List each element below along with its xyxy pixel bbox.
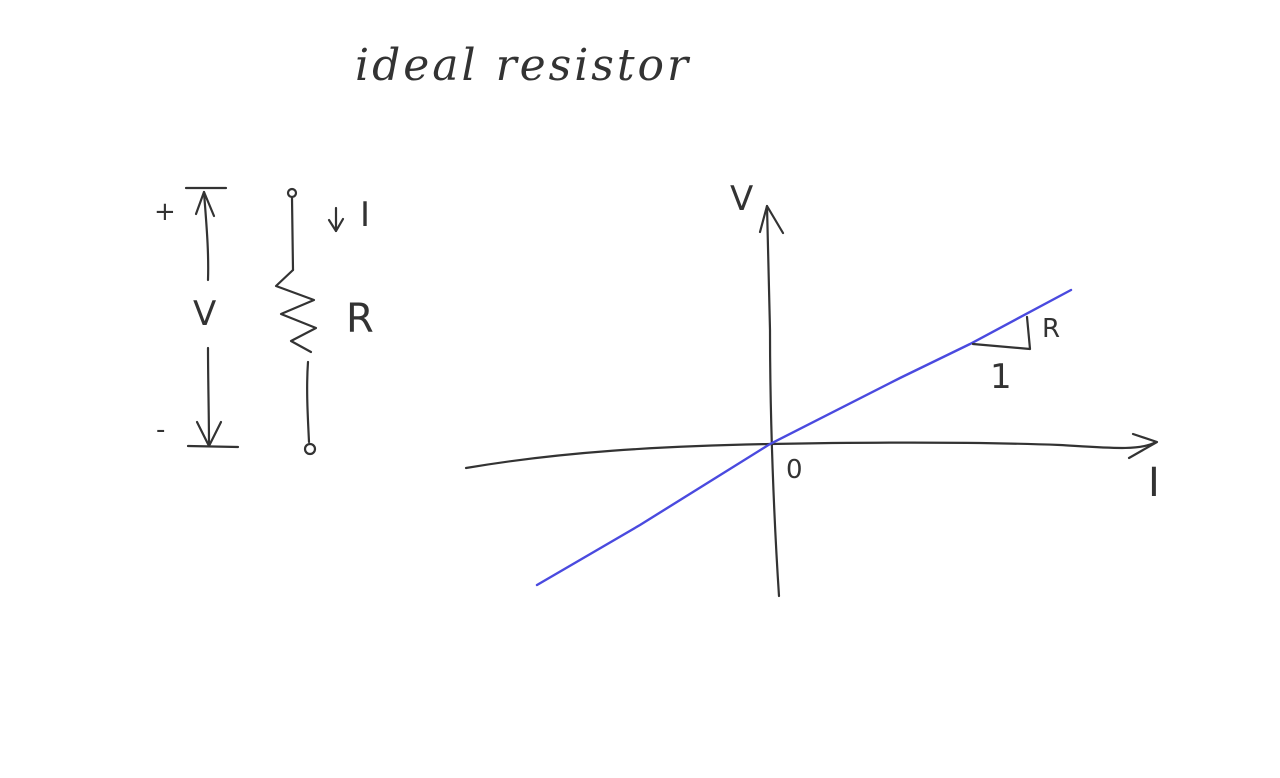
bottom-terminal-bar [186, 444, 240, 449]
resistor-bottom-lead [306, 360, 311, 444]
top-terminal-node [286, 187, 298, 199]
voltage-label: V [193, 294, 216, 334]
current-label: I [360, 195, 370, 235]
sketch-title: ideal resistor [355, 40, 691, 91]
v-axis-label: V [730, 179, 753, 219]
origin-label: 0 [786, 455, 803, 485]
voltage-arrow-upper-line [202, 190, 210, 282]
resistor-top-lead [290, 196, 295, 272]
plus-sign: + [154, 197, 176, 227]
i-axis [464, 440, 1158, 470]
minus-sign: - [156, 415, 165, 445]
slope-triangle [971, 315, 1032, 351]
voltage-arrow-lower-line [206, 346, 211, 448]
vi-graph: V I 0 R 1 [464, 179, 1160, 598]
vi-characteristic-line [535, 288, 1073, 587]
slope-run-label: 1 [990, 357, 1012, 397]
voltage-arrow-up-head [194, 190, 216, 218]
bottom-terminal-node [303, 442, 317, 456]
resistor-label: R [346, 296, 374, 342]
v-axis-arrowhead [758, 204, 785, 235]
v-axis [765, 204, 781, 598]
i-axis-label: I [1148, 460, 1160, 506]
i-axis-arrowhead [1127, 432, 1159, 460]
resistor-zigzag [274, 268, 318, 354]
current-arrow-head [327, 217, 345, 233]
circuit-diagram: + - V I R [154, 186, 374, 456]
slope-rise-label: R [1042, 314, 1060, 344]
